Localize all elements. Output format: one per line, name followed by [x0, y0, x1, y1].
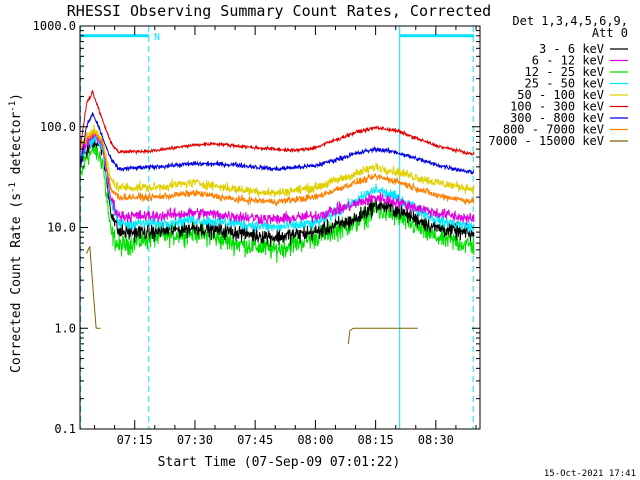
y-tick-label: 1.0	[54, 321, 76, 335]
legend-label: 25 - 50 keV	[525, 77, 604, 91]
y-tick-label: 100.0	[40, 120, 76, 134]
y-label-part-1: Corrected Count Rate (s	[9, 193, 24, 373]
y-label-exponent-2: -1	[8, 101, 18, 112]
x-axis: 07:15 07:30 07:45 08:00 08:15 08:30	[94, 26, 477, 447]
y-axis-label: Corrected Count Rate (s-1 detector-1)	[8, 93, 24, 373]
legend-label: 100 - 300 keV	[510, 100, 604, 114]
series-50-100kev	[79, 124, 475, 198]
series-800-7000kev	[79, 129, 475, 207]
series-300-800kev	[79, 112, 475, 175]
y-label-exponent-1: -1	[8, 182, 18, 193]
legend-label: 12 - 25 keV	[525, 65, 604, 79]
legend-label: 6 - 12 keV	[532, 54, 604, 68]
series-6-12kev	[79, 130, 475, 226]
legend-title-line-1: Det 1,3,4,5,6,9,	[512, 14, 628, 28]
x-tick-label: 08:00	[297, 433, 333, 447]
y-label-part-2: detector	[9, 112, 24, 183]
legend-label: 800 - 7000 keV	[503, 123, 604, 137]
series-100-300kev	[79, 90, 475, 156]
y-tick-label: 10.0	[47, 221, 76, 235]
series-3-6kev	[79, 135, 475, 248]
legend-label: 7000 - 15000 keV	[488, 134, 604, 148]
y-label-part-3: )	[9, 93, 24, 101]
y-tick-label: 1000.0	[33, 19, 76, 33]
legend-title-line-2: Att 0	[592, 26, 628, 40]
y-tick-label: 0.1	[54, 422, 76, 436]
marker-label: N	[154, 32, 160, 43]
x-axis-label: Start Time (07-Sep-09 07:01:22)	[158, 455, 401, 470]
x-tick-label: 07:30	[177, 433, 213, 447]
legend-label: 3 - 6 keV	[539, 42, 604, 56]
series-layer	[79, 90, 475, 344]
chart-title: RHESSI Observing Summary Count Rates, Co…	[67, 2, 491, 20]
footer-timestamp: 15-Oct-2021 17:41	[544, 469, 636, 479]
x-tick-label: 08:30	[418, 433, 454, 447]
series-7000-15000kev-segment	[86, 246, 101, 329]
y-axis: 1000.0 100.0 10.0 1.0 0.1	[33, 19, 480, 436]
series-12-25kev	[79, 139, 475, 264]
legend-label: 300 - 800 keV	[510, 111, 604, 125]
series-7000-15000kev-segment	[347, 327, 418, 344]
legend-label: 50 - 100 keV	[517, 88, 604, 102]
x-tick-label: 07:15	[117, 433, 153, 447]
x-tick-label: 08:15	[358, 433, 394, 447]
x-tick-label: 07:45	[237, 433, 273, 447]
